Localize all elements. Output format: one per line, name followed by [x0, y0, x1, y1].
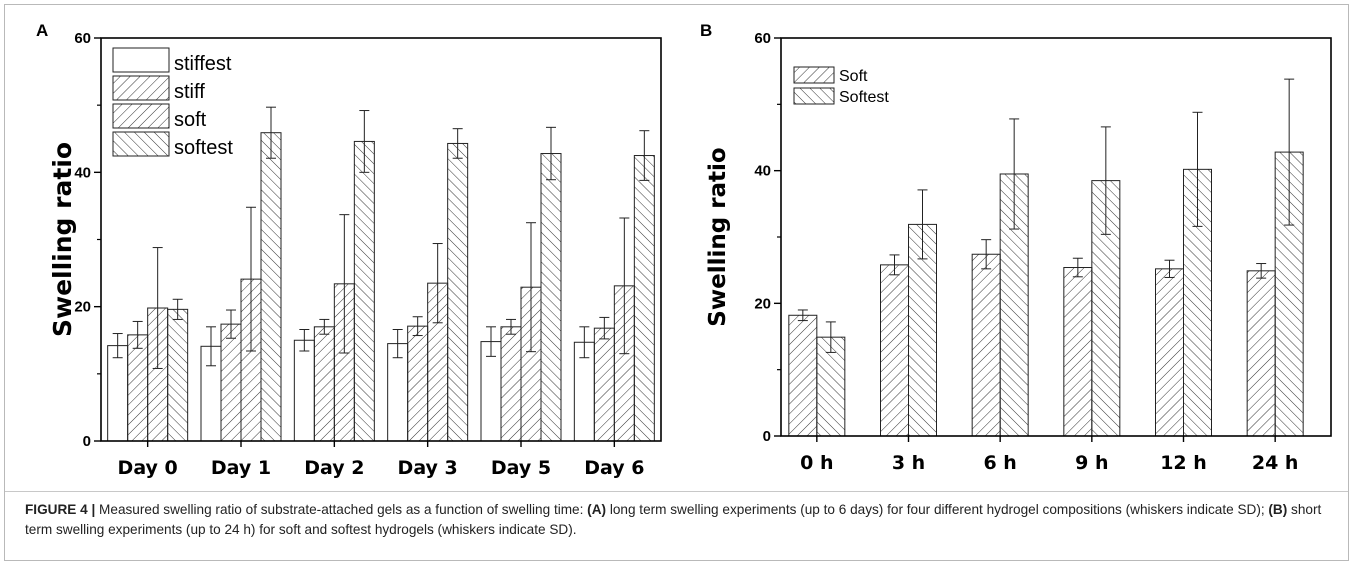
legend-swatch — [112, 47, 170, 73]
caption-text-3: short term swelling experiments (up to 2… — [25, 502, 1322, 537]
bar — [407, 325, 429, 442]
bar — [880, 264, 909, 437]
y-tick-label: 40 — [74, 164, 91, 181]
y-axis-label: Swelling ratio — [705, 147, 731, 326]
panel-letter: B — [700, 23, 712, 40]
x-tick-label: Day 2 — [304, 457, 364, 479]
chart-panel-b: B Swelling ratio 0 20 40 60 0 h 3 h 6 h 9 h 12 h 24… — [700, 23, 1332, 474]
bar — [107, 345, 129, 442]
x-tick-label: 9 h — [1075, 452, 1108, 474]
bar — [353, 140, 375, 442]
bar — [1063, 267, 1093, 437]
legend-swatch — [112, 75, 170, 101]
caption-label: FIGURE 4 | — [25, 502, 96, 517]
legend-swatch — [793, 87, 835, 105]
x-tick-label: 6 h — [983, 452, 1016, 474]
x-tick-label: Day 6 — [584, 457, 644, 479]
caption-ref-a: (A) — [587, 502, 607, 517]
bar — [971, 253, 1001, 437]
bar — [167, 308, 189, 442]
bar — [293, 339, 315, 442]
figure-caption: FIGURE 4 | Measured swelling ratio of su… — [25, 500, 1325, 540]
caption-text-1: Measured swelling ratio of substrate-att… — [95, 502, 588, 517]
y-tick-label: 40 — [754, 163, 771, 180]
bar — [540, 153, 562, 442]
figure: A Swelling ratio 0 20 40 60 Day 0 Day 1 Day 2 Day… — [4, 4, 1349, 561]
y-tick-label: 60 — [754, 30, 771, 47]
x-tick-label: Day 3 — [398, 457, 458, 479]
bar — [260, 132, 282, 442]
y-tick-label: 20 — [754, 295, 771, 312]
bar — [1246, 270, 1276, 437]
bar — [387, 343, 409, 442]
bar — [313, 326, 335, 442]
legend-swatch — [112, 131, 170, 157]
y-tick-label: 0 — [763, 428, 771, 445]
bar — [447, 142, 469, 442]
bar — [633, 155, 655, 442]
bar — [788, 314, 818, 437]
bar — [816, 336, 846, 437]
y-tick-label: 0 — [83, 433, 91, 450]
x-tick-label: 12 h — [1160, 452, 1207, 474]
caption-ref-b: (B) — [1268, 502, 1288, 517]
bar — [127, 334, 149, 442]
bar — [593, 327, 615, 442]
bar — [1155, 268, 1184, 437]
legend-label: stiffest — [174, 53, 232, 75]
bar — [500, 326, 522, 442]
y-tick-label: 20 — [74, 299, 91, 316]
legend-label: soft — [174, 109, 207, 131]
legend-swatch — [793, 66, 835, 84]
chart-panel-a: A Swelling ratio 0 20 40 60 Day 0 Day 1 Day 2 Day… — [36, 23, 662, 479]
legend-label: stiff — [174, 81, 205, 103]
caption-text-2: long term swelling experiments (up to 6 … — [606, 502, 1269, 517]
legend-label: Soft — [839, 68, 868, 85]
panel-letter: A — [36, 23, 48, 40]
x-tick-label: 3 h — [892, 452, 925, 474]
legend-label: softest — [174, 137, 233, 159]
bar — [220, 323, 242, 442]
x-tick-label: Day 1 — [211, 457, 271, 479]
y-tick-label: 60 — [74, 30, 91, 47]
y-axis-label: Swelling ratio — [48, 142, 77, 337]
caption-divider — [5, 491, 1348, 492]
x-tick-label: 0 h — [800, 452, 833, 474]
legend-swatch — [112, 103, 170, 129]
legend-label: Softest — [839, 89, 889, 106]
x-tick-label: Day 0 — [118, 457, 178, 479]
x-tick-label: 24 h — [1252, 452, 1299, 474]
x-tick-label: Day 5 — [491, 457, 551, 479]
